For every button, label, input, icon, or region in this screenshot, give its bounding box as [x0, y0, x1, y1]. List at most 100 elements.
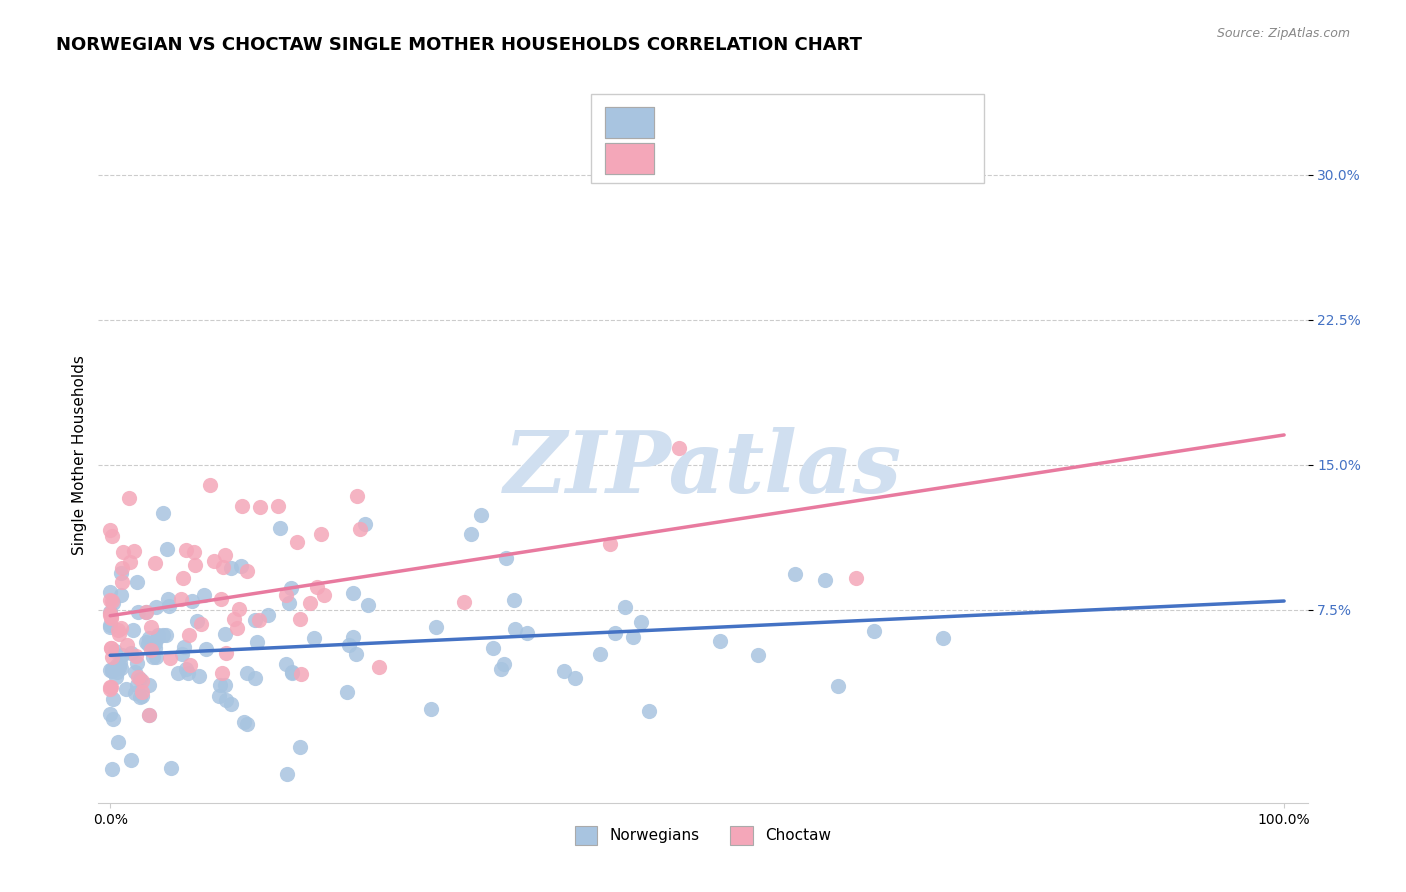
- Point: [621, 630, 644, 644]
- Point: [302, 631, 325, 645]
- Point: [115, 681, 138, 696]
- Point: [101, 662, 124, 676]
- Point: [305, 580, 328, 594]
- Point: [143, 641, 166, 656]
- Point: [814, 573, 837, 587]
- Point: [298, 597, 321, 611]
- Point: [138, 637, 160, 651]
- Point: [453, 594, 475, 608]
- Point: [553, 664, 575, 678]
- Point: [100, 681, 122, 695]
- Point: [139, 643, 162, 657]
- Point: [276, 657, 298, 671]
- Point: [236, 564, 259, 578]
- Point: [105, 665, 128, 679]
- Point: [193, 588, 215, 602]
- Point: [214, 693, 236, 707]
- Point: [668, 441, 690, 455]
- Point: [143, 635, 166, 649]
- Point: [129, 672, 152, 686]
- Point: [516, 626, 538, 640]
- Point: [107, 627, 129, 641]
- Point: [845, 571, 868, 585]
- Point: [98, 706, 121, 721]
- Point: [336, 685, 359, 699]
- Point: [214, 678, 236, 692]
- Point: [589, 647, 612, 661]
- Point: [170, 591, 193, 606]
- Point: [245, 672, 267, 686]
- Point: [110, 621, 132, 635]
- Point: [103, 713, 125, 727]
- Point: [105, 657, 128, 672]
- Point: [124, 665, 146, 679]
- Point: [172, 571, 194, 585]
- Point: [236, 717, 259, 731]
- Point: [127, 677, 149, 691]
- Point: [368, 660, 391, 674]
- Point: [214, 548, 236, 562]
- Point: [125, 649, 148, 664]
- Point: [100, 641, 122, 656]
- Point: [98, 620, 121, 634]
- Point: [138, 708, 160, 723]
- Point: [157, 599, 180, 614]
- Point: [104, 644, 127, 658]
- Point: [118, 491, 141, 505]
- Point: [111, 545, 134, 559]
- Text: Source: ZipAtlas.com: Source: ZipAtlas.com: [1216, 27, 1350, 40]
- Point: [115, 638, 138, 652]
- Point: [146, 627, 169, 641]
- Point: [209, 591, 232, 606]
- Point: [173, 640, 195, 654]
- Point: [188, 669, 211, 683]
- Point: [489, 662, 512, 676]
- Legend: Norwegians, Choctaw: Norwegians, Choctaw: [568, 820, 838, 851]
- Point: [98, 680, 121, 694]
- Point: [145, 599, 167, 614]
- Point: [129, 690, 152, 704]
- Point: [131, 689, 153, 703]
- Text: R = 0.096   N = 123: R = 0.096 N = 123: [664, 116, 853, 134]
- Point: [247, 613, 270, 627]
- Point: [138, 632, 160, 646]
- Point: [482, 640, 505, 655]
- Point: [145, 650, 167, 665]
- Point: [932, 632, 955, 646]
- Point: [288, 740, 311, 755]
- Point: [111, 561, 134, 575]
- Point: [495, 551, 517, 566]
- Point: [638, 704, 661, 718]
- Point: [124, 686, 146, 700]
- Point: [208, 690, 231, 704]
- Point: [167, 665, 190, 680]
- Text: R = 0.350   N =  72: R = 0.350 N = 72: [664, 152, 853, 169]
- Point: [630, 615, 652, 629]
- Point: [862, 624, 884, 639]
- Point: [118, 555, 141, 569]
- Point: [110, 566, 132, 581]
- Point: [110, 589, 132, 603]
- Point: [174, 542, 197, 557]
- Point: [184, 558, 207, 573]
- Point: [281, 665, 304, 679]
- Point: [100, 610, 122, 624]
- Point: [127, 670, 149, 684]
- Point: [98, 605, 121, 619]
- Point: [233, 714, 256, 729]
- Point: [420, 702, 443, 716]
- Point: [280, 582, 302, 596]
- Point: [357, 598, 380, 612]
- Point: [142, 650, 165, 665]
- Point: [219, 697, 242, 711]
- Point: [212, 559, 235, 574]
- Point: [125, 656, 148, 670]
- Point: [214, 627, 236, 641]
- Point: [614, 600, 637, 615]
- Point: [103, 596, 125, 610]
- Point: [425, 620, 447, 634]
- Point: [111, 574, 134, 589]
- Point: [747, 648, 769, 662]
- Point: [100, 641, 122, 656]
- Point: [100, 663, 122, 677]
